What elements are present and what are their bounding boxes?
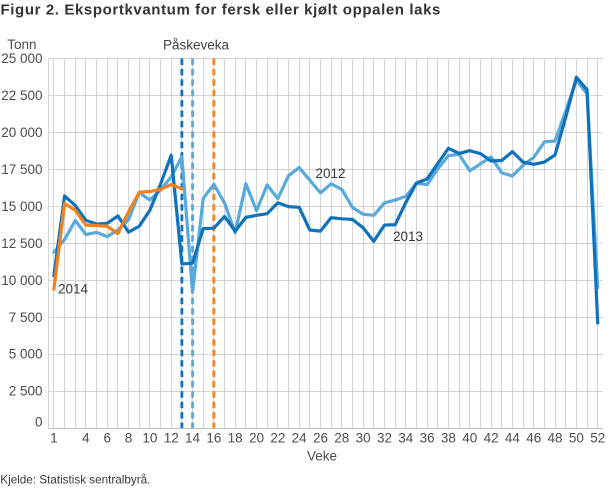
svg-text:38: 38: [441, 431, 456, 446]
svg-text:24: 24: [292, 431, 308, 446]
svg-text:7 500: 7 500: [9, 310, 43, 325]
svg-text:22: 22: [270, 431, 285, 446]
svg-text:2012: 2012: [316, 166, 346, 181]
svg-text:Tonn: Tonn: [7, 37, 36, 52]
svg-text:2013: 2013: [393, 229, 423, 244]
svg-text:20 000: 20 000: [1, 125, 42, 140]
svg-text:28: 28: [334, 431, 349, 446]
svg-text:42: 42: [484, 431, 499, 446]
svg-text:1: 1: [50, 431, 58, 446]
svg-text:4: 4: [82, 431, 90, 446]
svg-text:44: 44: [505, 431, 521, 446]
svg-text:18: 18: [228, 431, 243, 446]
svg-text:12 500: 12 500: [1, 236, 42, 251]
svg-text:2 500: 2 500: [9, 384, 43, 399]
svg-text:22 500: 22 500: [1, 88, 42, 103]
svg-text:15 000: 15 000: [1, 199, 42, 214]
svg-text:50: 50: [569, 431, 584, 446]
svg-text:34: 34: [398, 431, 414, 446]
svg-text:Veke: Veke: [307, 449, 337, 464]
svg-text:8: 8: [125, 431, 133, 446]
svg-text:17 500: 17 500: [1, 162, 42, 177]
svg-text:6: 6: [103, 431, 111, 446]
svg-text:5 000: 5 000: [9, 347, 43, 362]
svg-text:36: 36: [420, 431, 435, 446]
svg-text:16: 16: [206, 431, 221, 446]
svg-text:46: 46: [526, 431, 541, 446]
svg-text:0: 0: [35, 415, 43, 430]
svg-text:20: 20: [249, 431, 264, 446]
svg-text:26: 26: [313, 431, 328, 446]
svg-text:48: 48: [548, 431, 563, 446]
svg-text:2014: 2014: [58, 281, 89, 296]
svg-text:40: 40: [462, 431, 477, 446]
svg-text:14: 14: [185, 431, 201, 446]
svg-text:30: 30: [356, 431, 371, 446]
svg-text:52: 52: [590, 431, 605, 446]
svg-text:25 000: 25 000: [1, 51, 42, 66]
svg-text:Figur 2. Eksportkvantum for fe: Figur 2. Eksportkvantum for fersk eller …: [1, 1, 442, 18]
svg-text:12: 12: [164, 431, 179, 446]
svg-text:10 000: 10 000: [1, 273, 42, 288]
svg-text:Påskeveka: Påskeveka: [163, 38, 230, 53]
svg-text:Kjelde: Statistisk sentralbyrå: Kjelde: Statistisk sentralbyrå.: [0, 473, 150, 486]
svg-text:10: 10: [142, 431, 157, 446]
svg-text:32: 32: [377, 431, 392, 446]
